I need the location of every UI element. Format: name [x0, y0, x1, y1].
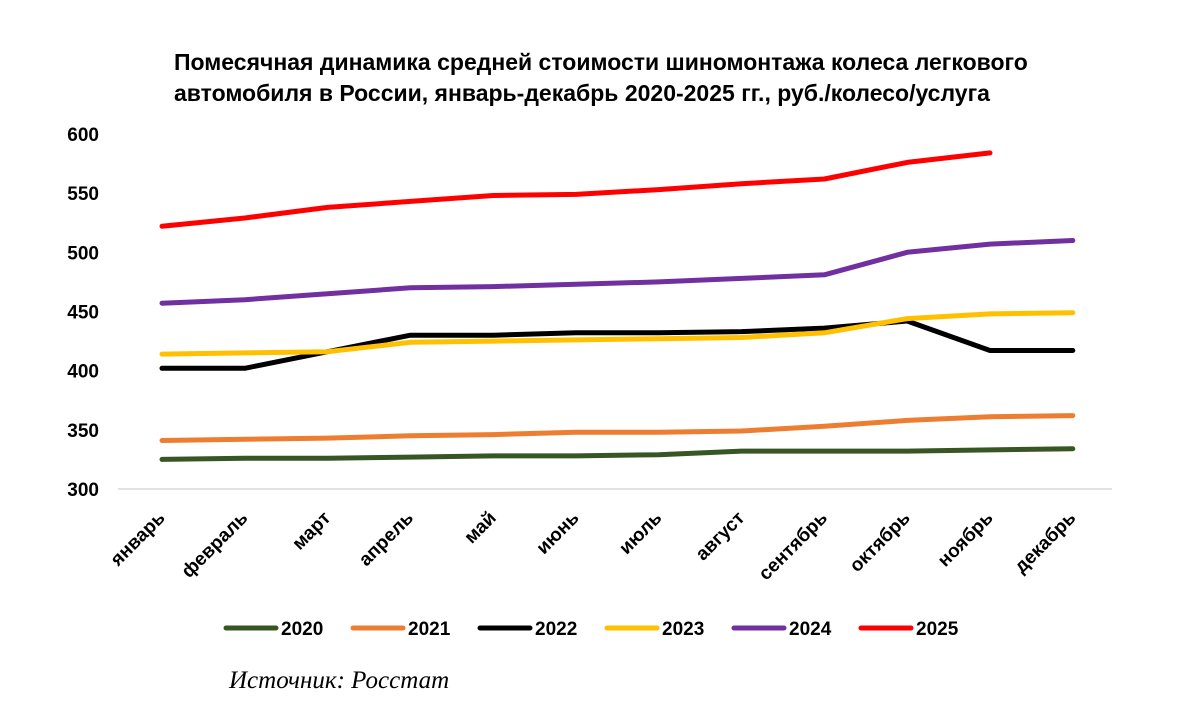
x-axis: январь февраль март апрель май июнь июль август… [106, 508, 1080, 585]
series-line-2023 [159, 310, 1076, 357]
x-tick-label: февраль [178, 508, 253, 583]
source-note: Источник: Росстат [228, 667, 449, 694]
y-tick-label: 400 [67, 362, 99, 383]
y-tick-label: 600 [67, 125, 99, 146]
y-tick-label: 300 [67, 480, 99, 501]
x-tick-label: сентябрь [755, 508, 832, 585]
chart-title-line-1: Помесячная динамика средней стоимости ши… [174, 49, 1028, 75]
y-tick-label: 550 [67, 184, 99, 205]
x-tick-label: август [692, 508, 749, 565]
legend-label-2025: 2025 [916, 619, 959, 640]
legend-label-2024: 2024 [789, 619, 832, 640]
series-line-2025 [159, 150, 993, 229]
chart-title-line-2: автомобиля в России, январь-декабрь 2020… [174, 80, 990, 106]
series-line-2022 [159, 318, 1076, 371]
legend-label-2023: 2023 [662, 619, 704, 640]
x-tick-label: декабрь [1011, 508, 1081, 578]
legend: 2020 2021 2022 2023 2024 2025 [223, 619, 959, 640]
x-tick-label: январь [106, 508, 170, 572]
x-tick-label: июнь [533, 508, 584, 559]
plot-area [159, 150, 1076, 462]
x-tick-label: ноябрь [934, 508, 998, 572]
x-tick-label: октябрь [846, 508, 915, 577]
y-tick-label: 450 [67, 303, 99, 324]
series-line-2021 [159, 413, 1076, 443]
legend-label-2021: 2021 [408, 619, 451, 640]
x-tick-label: апрель [355, 508, 418, 571]
series-line-2020 [159, 446, 1076, 462]
y-tick-label: 500 [67, 243, 99, 264]
series-line-2024 [159, 238, 1076, 306]
legend-label-2022: 2022 [535, 619, 577, 640]
legend-label-2020: 2020 [281, 619, 323, 640]
x-tick-label: июль [615, 508, 666, 559]
x-tick-label: март [288, 508, 335, 555]
x-tick-label: май [460, 508, 500, 548]
y-tick-label: 350 [67, 421, 99, 442]
y-axis: 300 350 400 450 500 550 600 [67, 125, 99, 501]
